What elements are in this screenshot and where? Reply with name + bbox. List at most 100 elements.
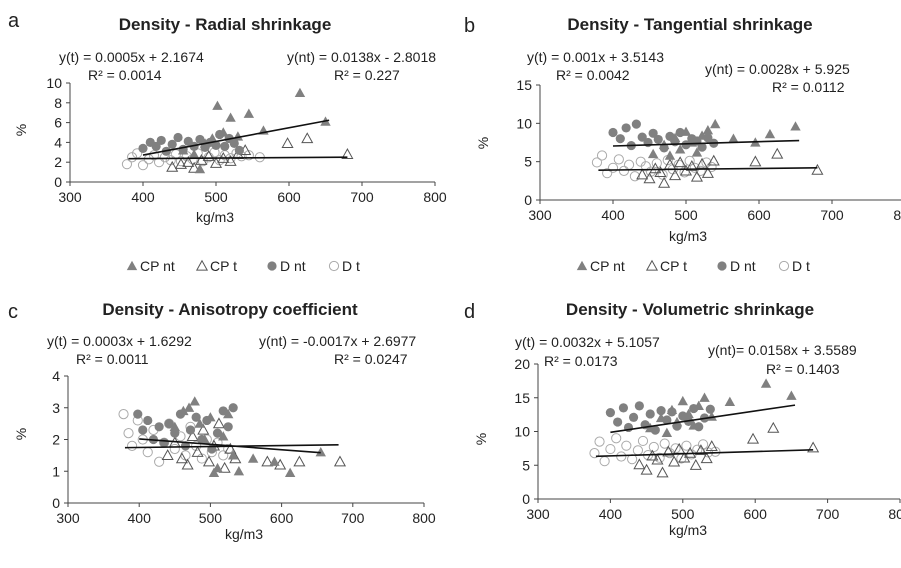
data-point-d-nt xyxy=(154,422,164,432)
r-squared-t: R² = 0.0011 xyxy=(76,351,149,367)
data-point-cp-t xyxy=(656,466,669,478)
data-point-cp-nt xyxy=(178,405,189,416)
data-point-d-nt xyxy=(234,145,244,155)
y-tick-label: 0 xyxy=(52,495,60,511)
data-point-cp-t xyxy=(186,430,199,441)
data-point-cp-nt xyxy=(218,127,229,137)
y-tick-label: 8 xyxy=(54,95,62,111)
data-point-cp-nt xyxy=(664,150,676,160)
data-point-d-nt xyxy=(621,123,631,133)
y-tick-label: 10 xyxy=(516,115,532,131)
legend-label-d-nt: D nt xyxy=(730,258,756,274)
x-axis-label: kg/m3 xyxy=(196,209,234,225)
data-point-cp-nt xyxy=(790,121,801,131)
y-tick-label: 6 xyxy=(54,115,62,131)
trend-equation-nt: y(nt)= 0.0158x + 3.5589 xyxy=(708,342,857,358)
data-point-cp-t xyxy=(749,155,762,167)
chart-a: a Density - Radial shrinkage y(t) = 0.00… xyxy=(8,10,447,274)
legend-marker-d-nt xyxy=(717,261,727,271)
data-point-cp-nt xyxy=(177,145,189,155)
data-point-cp-nt xyxy=(169,421,180,431)
data-point-cp-t xyxy=(212,417,225,429)
data-point-d-nt xyxy=(138,143,148,153)
x-tick-label: 600 xyxy=(747,207,771,223)
y-tick-label: 4 xyxy=(52,368,60,384)
trend-line-t xyxy=(595,449,814,458)
trend-equation-t: y(t) = 0.001x + 3.5143 xyxy=(527,49,664,65)
x-tick-label: 400 xyxy=(128,510,152,526)
data-point-cp-nt xyxy=(223,408,234,419)
trend-line-nt xyxy=(610,404,796,434)
data-point-cp-nt xyxy=(688,420,699,430)
data-point-cp-t xyxy=(700,452,713,464)
data-point-cp-t xyxy=(293,455,306,467)
y-tick-label: 0 xyxy=(54,174,62,190)
data-point-d-t xyxy=(118,409,129,420)
x-tick-label: 800 xyxy=(412,510,436,526)
y-axis-label: % xyxy=(473,433,489,445)
x-tick-label: 700 xyxy=(820,207,844,223)
y-tick-label: 0 xyxy=(522,491,530,507)
data-point-d-t xyxy=(623,159,635,170)
data-point-cp-t xyxy=(175,452,188,464)
data-point-cp-t xyxy=(341,148,354,159)
legend-label-d-nt: D nt xyxy=(280,258,306,274)
data-point-cp-t xyxy=(696,157,709,169)
data-point-cp-nt xyxy=(671,416,683,427)
y-tick-label: 2 xyxy=(52,432,60,448)
data-point-cp-t xyxy=(281,137,294,149)
data-point-d-t xyxy=(142,447,153,458)
data-point-d-nt xyxy=(608,127,618,138)
data-point-d-t xyxy=(621,440,632,451)
data-point-d-t xyxy=(218,450,229,461)
data-point-cp-t xyxy=(746,432,760,444)
data-point-d-nt xyxy=(143,415,153,426)
data-point-d-nt xyxy=(223,422,233,432)
data-point-d-nt xyxy=(228,403,238,413)
legend-marker-d-t xyxy=(778,260,790,272)
r-squared-nt: R² = 0.227 xyxy=(334,67,400,83)
data-point-d-nt xyxy=(211,140,221,150)
panel-letter: d xyxy=(464,301,475,323)
data-point-cp-t xyxy=(654,166,667,178)
data-point-cp-nt xyxy=(194,163,206,174)
chart-c: c Density - Anisotropy coefficient y(t) … xyxy=(8,300,436,568)
data-point-cp-nt xyxy=(702,125,714,135)
x-tick-label: 500 xyxy=(199,510,223,526)
data-point-cp-nt xyxy=(233,466,245,476)
x-tick-label: 300 xyxy=(58,189,82,205)
y-tick-label: 5 xyxy=(522,457,530,473)
data-point-cp-t xyxy=(188,161,201,173)
data-point-d-nt xyxy=(195,134,205,145)
legend: CP nt CP t D nt D t xyxy=(576,258,810,274)
r-squared-nt: R² = 0.1403 xyxy=(766,361,840,377)
data-point-d-t xyxy=(607,162,619,173)
data-point-d-nt xyxy=(618,403,629,413)
data-point-d-t xyxy=(203,152,214,163)
y-tick-label: 2 xyxy=(54,154,62,170)
x-tick-label: 600 xyxy=(277,189,301,205)
data-point-cp-t xyxy=(669,169,682,181)
data-point-d-nt xyxy=(133,409,143,419)
data-point-cp-t xyxy=(166,160,179,172)
data-point-d-t xyxy=(613,154,624,165)
r-squared-nt: R² = 0.0112 xyxy=(772,79,845,95)
data-point-cp-nt xyxy=(666,404,678,415)
data-point-d-nt xyxy=(220,141,230,151)
data-point-d-nt xyxy=(167,139,177,149)
data-point-cp-nt xyxy=(189,396,200,406)
data-point-d-t xyxy=(602,168,613,179)
data-point-d-t xyxy=(126,152,138,163)
data-point-cp-t xyxy=(261,455,274,467)
trend-equation-t: y(t) = 0.0032x + 5.1057 xyxy=(515,334,660,350)
data-point-cp-nt xyxy=(645,422,656,433)
data-point-d-nt xyxy=(191,412,201,422)
data-point-cp-nt xyxy=(225,112,236,122)
x-axis-label: kg/m3 xyxy=(669,522,707,538)
data-point-cp-nt xyxy=(728,133,739,143)
y-axis-label: % xyxy=(13,428,29,440)
data-point-d-t xyxy=(591,157,603,168)
data-point-d-t xyxy=(640,161,651,172)
x-tick-label: 400 xyxy=(131,189,155,205)
data-point-cp-t xyxy=(685,160,698,171)
